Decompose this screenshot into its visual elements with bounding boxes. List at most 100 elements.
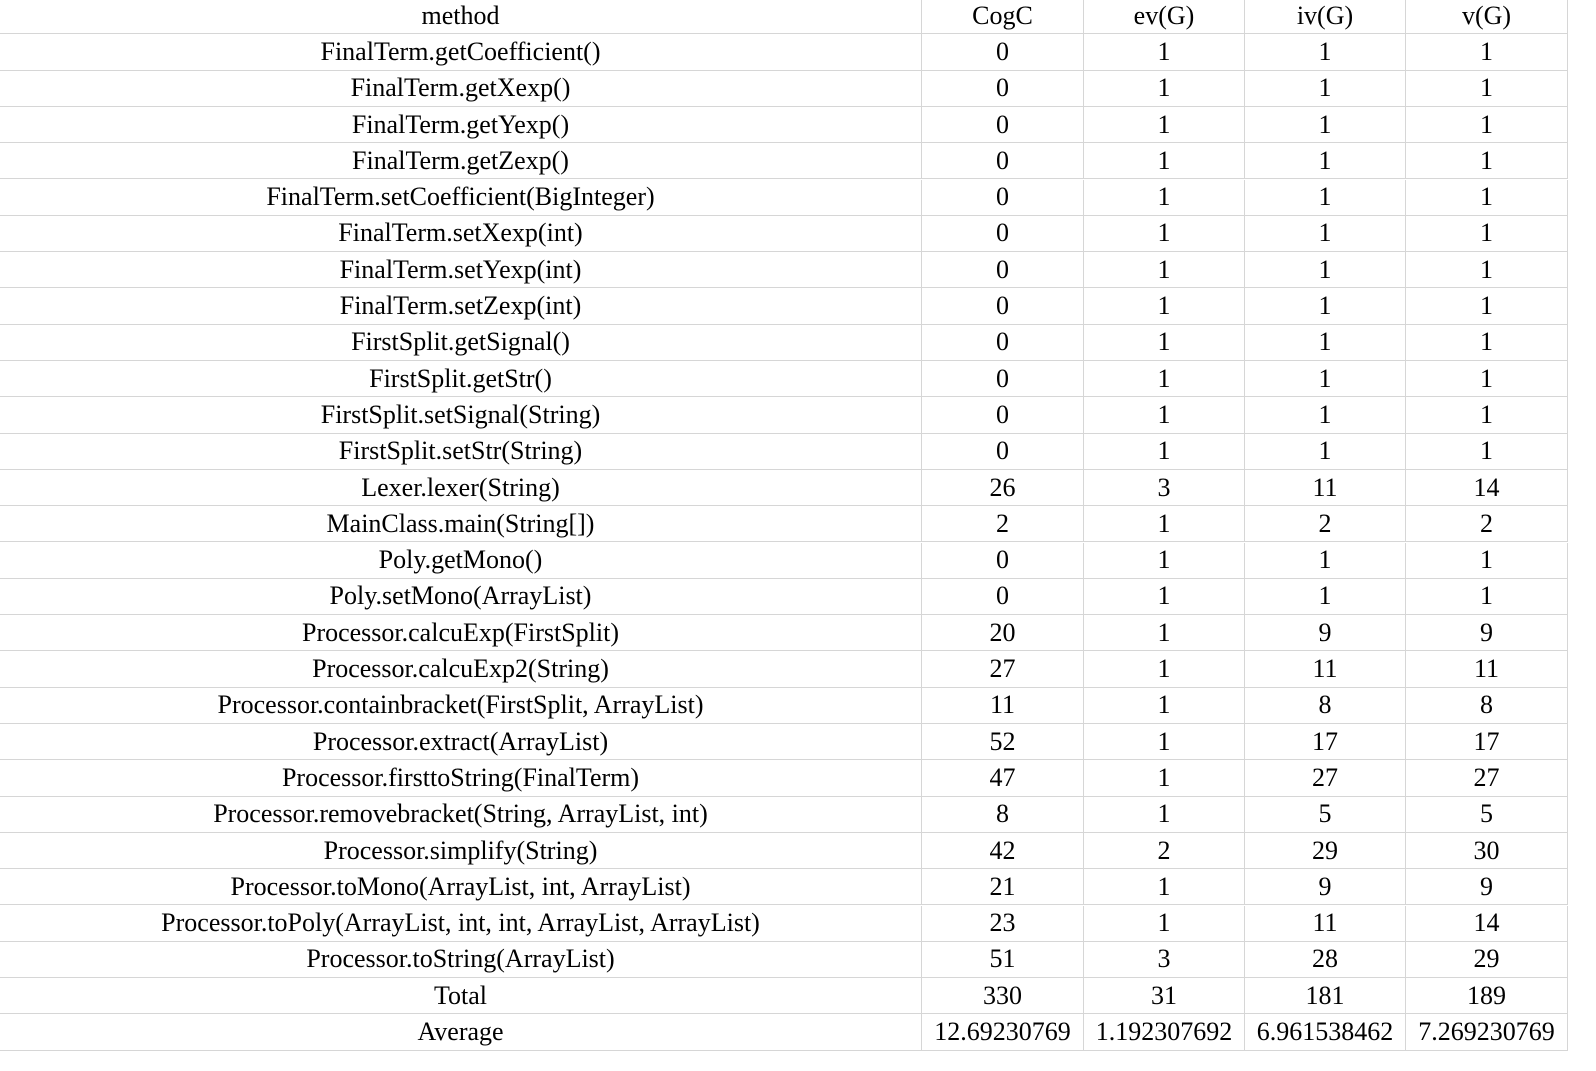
metric-cell: 1 — [1084, 361, 1245, 398]
metric-cell: 1 — [1406, 34, 1568, 71]
metric-cell: 17 — [1245, 724, 1406, 761]
method-cell: FinalTerm.getXexp() — [0, 70, 922, 107]
metric-cell: 1 — [1245, 288, 1406, 325]
metric-cell: 5 — [1406, 796, 1568, 833]
method-cell: Poly.setMono(ArrayList) — [0, 578, 922, 616]
method-cell: MainClass.main(String[]) — [0, 506, 922, 543]
method-cell: FinalTerm.setXexp(int) — [0, 215, 922, 253]
metric-cell: 1 — [1084, 215, 1245, 253]
header-cell: method — [0, 0, 922, 35]
metric-cell: 0 — [922, 324, 1084, 361]
metric-cell: 181 — [1245, 978, 1406, 1015]
method-cell: FinalTerm.getYexp() — [0, 106, 922, 144]
metric-cell: 1 — [1406, 397, 1568, 434]
metric-cell: 1 — [1084, 869, 1245, 906]
method-cell: Processor.toMono(ArrayList, int, ArrayLi… — [0, 869, 922, 906]
metric-cell: 1 — [1245, 324, 1406, 361]
metric-cell: 2 — [922, 506, 1084, 543]
metric-cell: 30 — [1406, 832, 1568, 870]
metric-cell: 1 — [1084, 433, 1245, 470]
header-cell: CogC — [922, 0, 1084, 35]
metric-cell: 9 — [1245, 869, 1406, 906]
metric-cell: 0 — [922, 288, 1084, 325]
metric-cell: 0 — [922, 215, 1084, 253]
metric-cell: 6.961538462 — [1245, 1014, 1406, 1051]
metric-cell: 0 — [922, 34, 1084, 71]
method-cell: Processor.toString(ArrayList) — [0, 941, 922, 979]
method-cell: Total — [0, 978, 922, 1015]
metric-cell: 330 — [922, 978, 1084, 1015]
metric-cell: 1 — [1245, 397, 1406, 434]
metric-cell: 0 — [922, 252, 1084, 289]
header-cell: iv(G) — [1245, 0, 1406, 35]
metric-cell: 42 — [922, 832, 1084, 870]
method-cell: FirstSplit.getStr() — [0, 361, 922, 398]
metric-cell: 189 — [1406, 978, 1568, 1015]
method-cell: FinalTerm.getZexp() — [0, 143, 922, 180]
metric-cell: 1 — [1245, 578, 1406, 616]
method-cell: FinalTerm.setCoefficient(BigInteger) — [0, 179, 922, 216]
metric-cell: 1 — [1406, 179, 1568, 216]
metric-cell: 2 — [1245, 506, 1406, 543]
metric-cell: 11 — [1245, 651, 1406, 688]
metric-cell: 7.269230769 — [1406, 1014, 1568, 1051]
metric-cell: 11 — [1406, 651, 1568, 688]
metric-cell: 11 — [922, 687, 1084, 724]
metric-cell: 52 — [922, 724, 1084, 761]
metric-cell: 0 — [922, 143, 1084, 180]
method-cell: Processor.calcuExp(FirstSplit) — [0, 615, 922, 652]
metric-cell: 1 — [1406, 542, 1568, 579]
metric-cell: 1 — [1406, 70, 1568, 107]
method-cell: FirstSplit.getSignal() — [0, 324, 922, 361]
metric-cell: 1 — [1084, 687, 1245, 724]
metric-cell: 1 — [1084, 506, 1245, 543]
metric-cell: 9 — [1406, 869, 1568, 906]
metric-cell: 14 — [1406, 905, 1568, 942]
metric-cell: 1 — [1406, 252, 1568, 289]
metric-cell: 47 — [922, 760, 1084, 797]
method-cell: FirstSplit.setSignal(String) — [0, 397, 922, 434]
metric-cell: 8 — [1245, 687, 1406, 724]
header-cell: v(G) — [1406, 0, 1568, 35]
metric-cell: 0 — [922, 106, 1084, 144]
metric-cell: 0 — [922, 361, 1084, 398]
metric-cell: 2 — [1406, 506, 1568, 543]
metric-cell: 1 — [1084, 179, 1245, 216]
metric-cell: 1 — [1406, 324, 1568, 361]
metric-cell: 0 — [922, 433, 1084, 470]
method-cell: Processor.toPoly(ArrayList, int, int, Ar… — [0, 905, 922, 942]
metric-cell: 1 — [1084, 905, 1245, 942]
metric-cell: 1 — [1084, 397, 1245, 434]
metric-cell: 1 — [1245, 179, 1406, 216]
method-cell: Average — [0, 1014, 922, 1051]
metric-cell: 12.69230769 — [922, 1014, 1084, 1051]
method-cell: Processor.extract(ArrayList) — [0, 724, 922, 761]
metric-cell: 0 — [922, 70, 1084, 107]
metric-cell: 3 — [1084, 469, 1245, 507]
metric-cell: 1 — [1084, 143, 1245, 180]
metric-cell: 1 — [1084, 578, 1245, 616]
metric-cell: 1 — [1245, 34, 1406, 71]
metric-cell: 8 — [922, 796, 1084, 833]
metric-cell: 1 — [1245, 542, 1406, 579]
metric-cell: 1 — [1245, 106, 1406, 144]
metric-cell: 0 — [922, 542, 1084, 579]
metric-cell: 1 — [1084, 324, 1245, 361]
metric-cell: 1 — [1084, 288, 1245, 325]
metric-cell: 0 — [922, 578, 1084, 616]
metric-cell: 51 — [922, 941, 1084, 979]
method-cell: Processor.calcuExp2(String) — [0, 651, 922, 688]
metric-cell: 27 — [1245, 760, 1406, 797]
metric-cell: 1 — [1084, 724, 1245, 761]
metric-cell: 1.192307692 — [1084, 1014, 1245, 1051]
metric-cell: 1 — [1245, 215, 1406, 253]
metric-cell: 1 — [1084, 651, 1245, 688]
metric-cell: 2 — [1084, 832, 1245, 870]
metric-cell: 1 — [1245, 433, 1406, 470]
method-cell: Processor.firsttoString(FinalTerm) — [0, 760, 922, 797]
metric-cell: 1 — [1406, 143, 1568, 180]
metric-cell: 28 — [1245, 941, 1406, 979]
metric-cell: 29 — [1406, 941, 1568, 979]
metric-cell: 1 — [1406, 288, 1568, 325]
